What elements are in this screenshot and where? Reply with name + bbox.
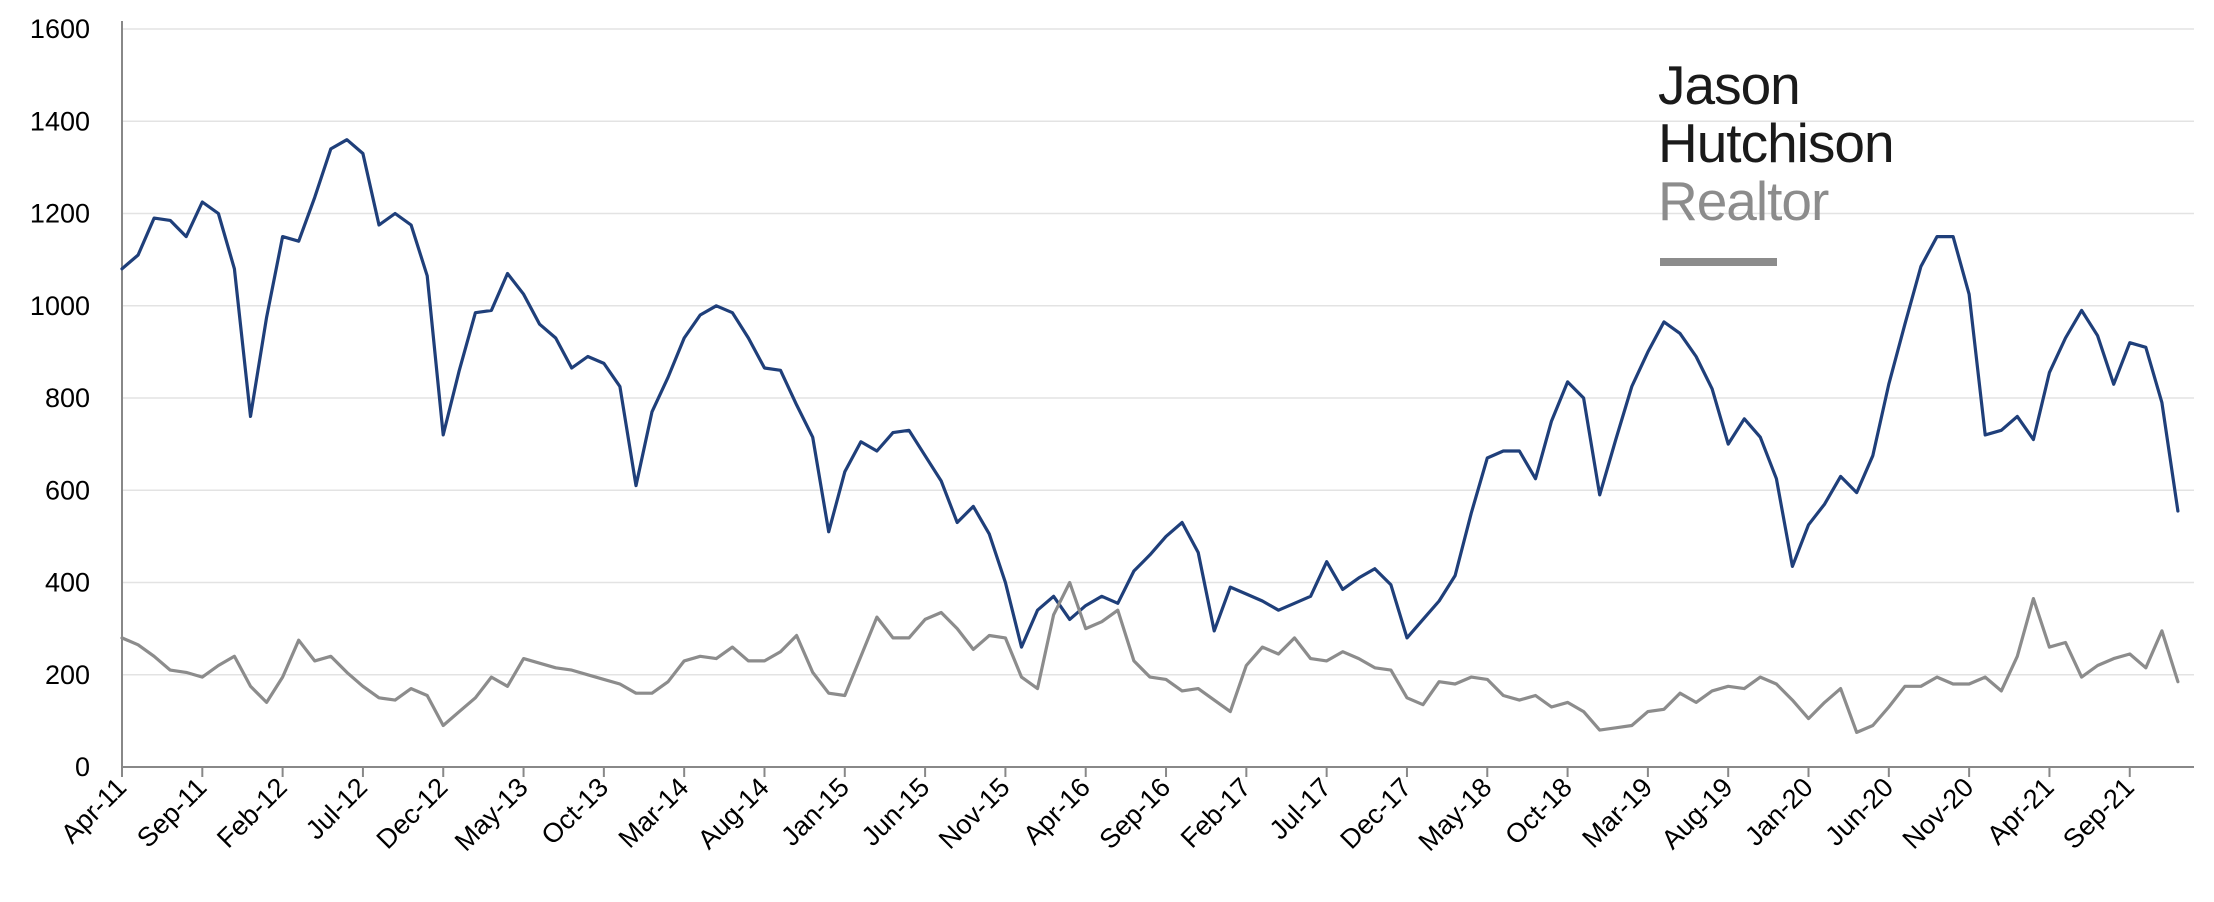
x-tick-label: May-13 bbox=[449, 772, 534, 857]
x-tick-label: Nov-15 bbox=[933, 772, 1016, 855]
brand-underline bbox=[1660, 258, 1777, 266]
x-tick-label: May-18 bbox=[1413, 772, 1498, 857]
x-tick-label: Feb-17 bbox=[1175, 772, 1257, 854]
brand-name-last: Hutchison bbox=[1658, 112, 1895, 174]
y-tick-label: 200 bbox=[45, 660, 90, 690]
x-tick-label: Dec-12 bbox=[371, 772, 454, 855]
x-tick-label: Sep-11 bbox=[131, 772, 212, 853]
x-tick-label: Apr-11 bbox=[55, 772, 132, 849]
y-tick-label: 1200 bbox=[30, 199, 90, 229]
x-tick-label: Jul-12 bbox=[300, 772, 373, 845]
x-tick-label: Aug-14 bbox=[692, 772, 775, 855]
gridlines bbox=[122, 28, 2194, 676]
y-tick-label: 0 bbox=[75, 752, 90, 782]
series-line-2 bbox=[120, 580, 2180, 735]
brand-name-first: Jason bbox=[1658, 54, 1801, 116]
y-tick-label: 600 bbox=[45, 475, 90, 505]
y-axis: 0 200 400 600 800 1000 1200 1400 1600 bbox=[30, 14, 123, 782]
y-tick-label: 1000 bbox=[30, 291, 90, 321]
x-tick-label: Apr-16 bbox=[1017, 772, 1096, 851]
x-tick-label: Aug-19 bbox=[1656, 772, 1739, 855]
x-tick-label: Apr-21 bbox=[1981, 772, 2060, 851]
x-tick-label: Jul-17 bbox=[1264, 772, 1337, 845]
x-tick-label: Sep-21 bbox=[2057, 772, 2140, 855]
y-tick-label: 1600 bbox=[30, 14, 90, 44]
brand-logo: Jason Hutchison Realtor bbox=[1658, 54, 1895, 232]
x-tick-label: Jun-20 bbox=[1819, 772, 1899, 852]
x-tick-label: Mar-14 bbox=[613, 772, 695, 854]
y-tick-label: 400 bbox=[45, 568, 90, 598]
x-tick-label: Sep-16 bbox=[1093, 772, 1176, 855]
series-line-1 bbox=[120, 138, 2180, 649]
x-tick-label: Jan-20 bbox=[1739, 772, 1819, 852]
x-tick-label: Oct-18 bbox=[1499, 772, 1578, 851]
x-tick-label: Jun-15 bbox=[856, 772, 936, 852]
y-tick-label: 800 bbox=[45, 383, 90, 413]
x-tick-label: Jan-15 bbox=[775, 772, 855, 852]
x-tick-label: Nov-20 bbox=[1897, 772, 1980, 855]
x-tick-label: Dec-17 bbox=[1334, 772, 1417, 855]
y-tick-label: 1400 bbox=[30, 106, 90, 136]
x-tick-label: Mar-19 bbox=[1576, 772, 1658, 854]
x-tick-label: Oct-13 bbox=[536, 772, 615, 851]
series-lines bbox=[120, 138, 2180, 735]
brand-title: Realtor bbox=[1658, 170, 1829, 232]
x-tick-label: Feb-12 bbox=[211, 772, 293, 854]
